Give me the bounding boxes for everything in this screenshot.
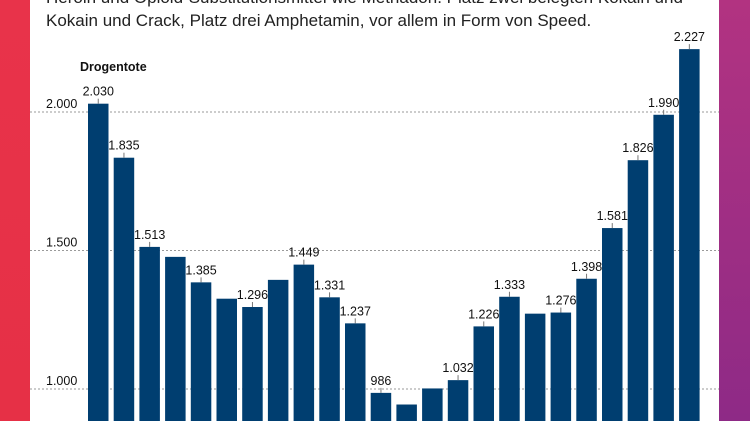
bar xyxy=(165,256,186,421)
bar xyxy=(370,392,392,421)
data-label: 1.398 xyxy=(571,260,602,274)
data-label: 1.990 xyxy=(648,96,679,110)
bar xyxy=(267,279,289,421)
intro-text: Heroin und Opioid-Substitutionsmittel wi… xyxy=(46,0,706,32)
bar xyxy=(499,296,520,421)
right-accent-bar xyxy=(719,0,750,421)
data-label: 1.513 xyxy=(134,228,165,242)
bar xyxy=(422,388,443,421)
data-label: 1.226 xyxy=(468,307,499,321)
data-label: 2.030 xyxy=(83,85,114,99)
bar xyxy=(473,326,494,421)
data-label: 1.333 xyxy=(494,278,525,292)
bar xyxy=(319,297,340,421)
bar xyxy=(216,298,237,421)
data-label: 1.449 xyxy=(288,246,319,260)
data-label: 1.581 xyxy=(597,209,628,223)
bar xyxy=(396,404,417,421)
data-label: 1.385 xyxy=(185,263,216,277)
intro-line-2: Kokain und Crack, Platz drei Amphetamin,… xyxy=(46,11,592,30)
left-accent-bar xyxy=(0,0,30,421)
data-label: 2.227 xyxy=(674,30,705,44)
data-label: 1.237 xyxy=(340,304,371,318)
data-label: 1.296 xyxy=(237,288,268,302)
data-label: 1.331 xyxy=(314,278,345,292)
bar xyxy=(679,49,700,421)
bar-chart: 1.000 1.500 2.000 Drogentote 2.030 1.835 1.513… xyxy=(30,30,719,421)
bar xyxy=(190,282,212,421)
y-tick-label: 1.000 xyxy=(46,374,77,388)
bar xyxy=(113,157,135,421)
intro-line-1: Heroin und Opioid-Substitutionsmittel wi… xyxy=(46,0,706,9)
bar xyxy=(576,278,597,421)
bar xyxy=(550,312,572,421)
bar xyxy=(293,264,315,421)
bar xyxy=(653,114,674,421)
y-tick-label: 2.000 xyxy=(46,97,77,111)
bar xyxy=(524,313,546,421)
bar xyxy=(242,307,263,421)
bar xyxy=(627,160,649,421)
y-axis-title: Drogentote xyxy=(80,60,147,74)
data-label: 1.835 xyxy=(108,139,139,153)
bar xyxy=(345,323,366,421)
data-label: 1.826 xyxy=(622,141,653,155)
y-tick-label: 1.500 xyxy=(46,236,77,250)
data-label: 986 xyxy=(371,374,392,388)
data-label: 1.032 xyxy=(442,361,473,375)
data-label: 1.276 xyxy=(545,294,576,308)
bar xyxy=(88,103,109,421)
bar xyxy=(139,246,160,421)
chart-panel: Heroin und Opioid-Substitutionsmittel wi… xyxy=(30,0,719,421)
bar xyxy=(447,380,469,421)
bar xyxy=(602,228,623,421)
